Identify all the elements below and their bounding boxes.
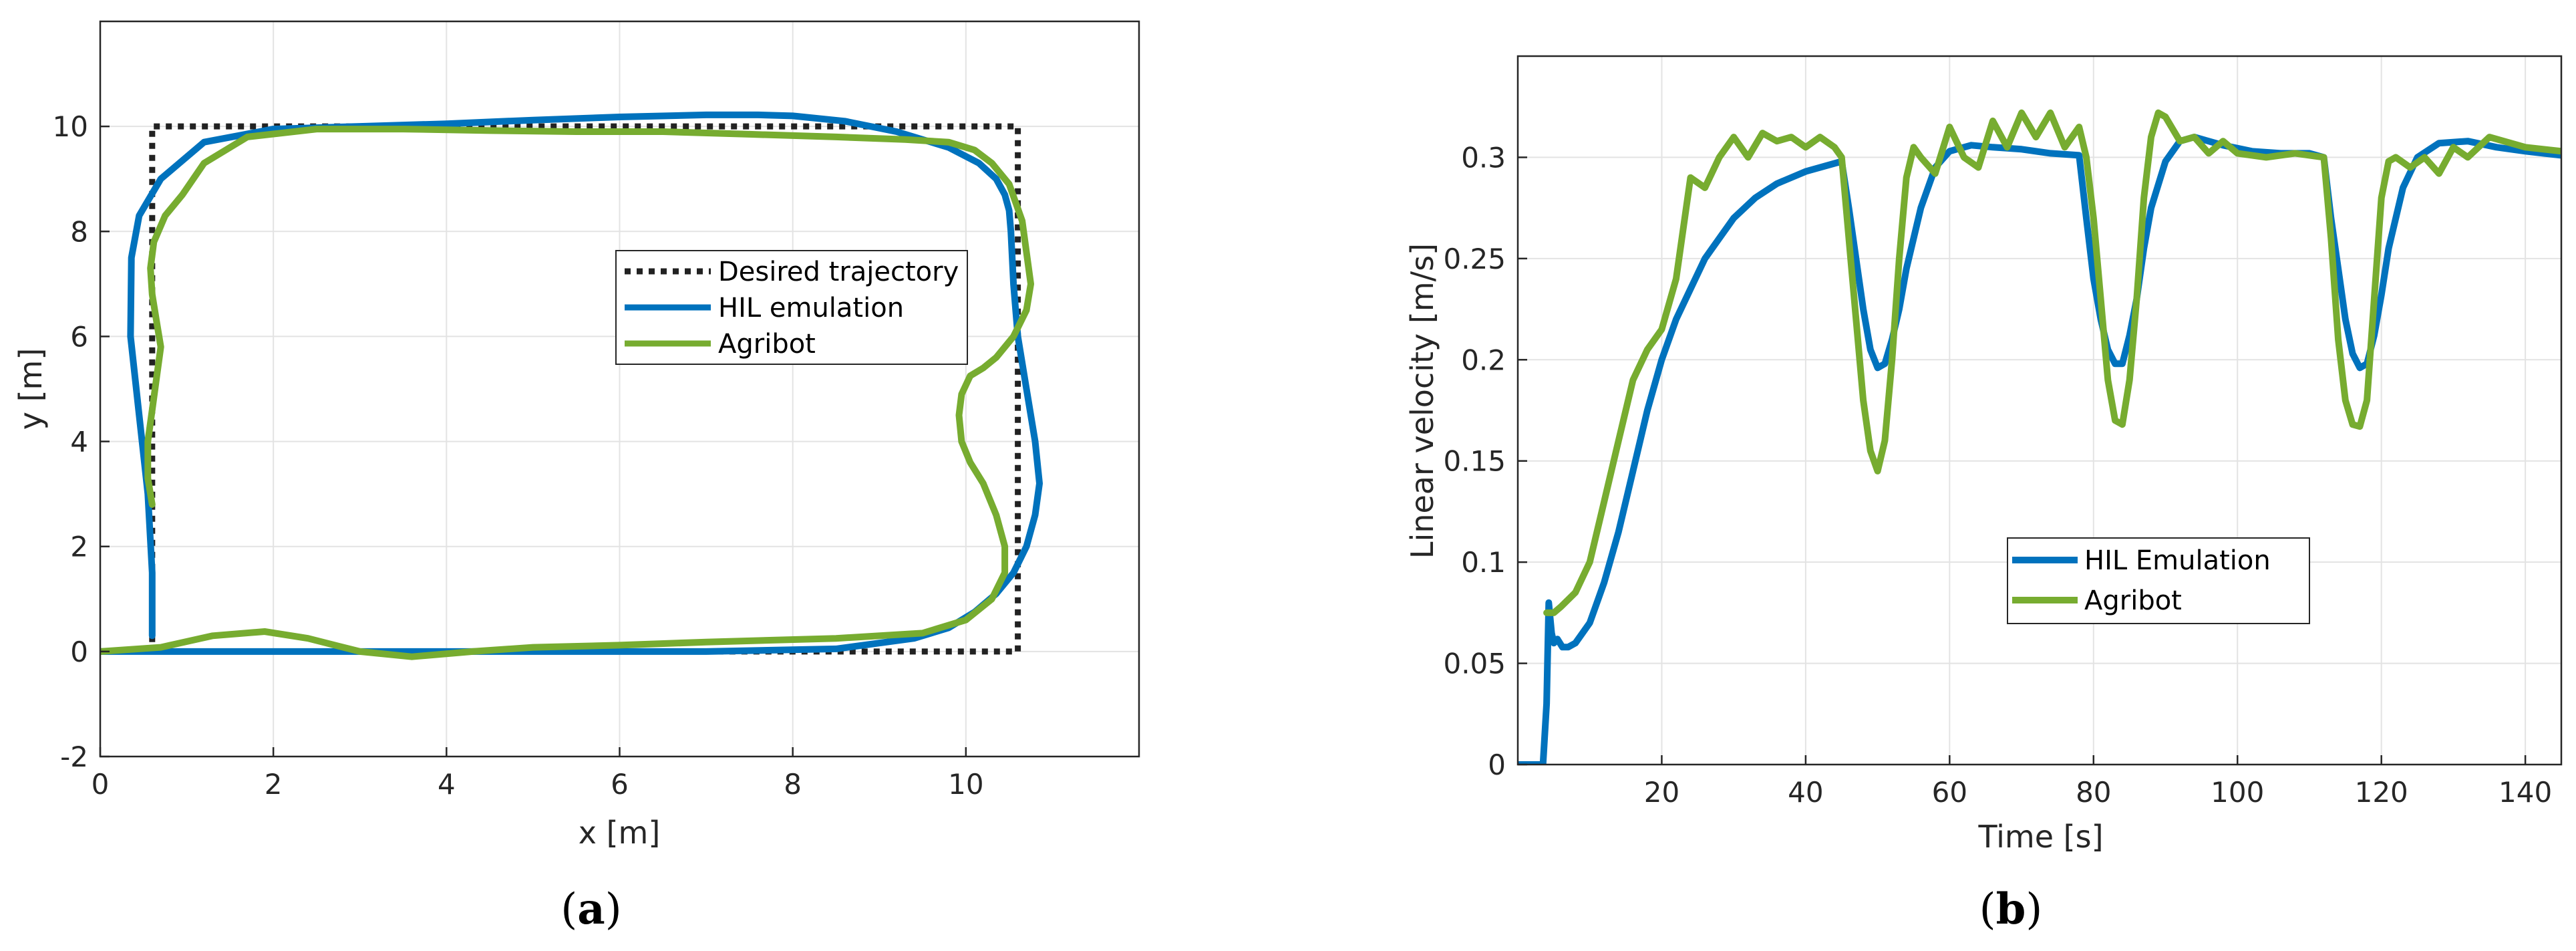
panel-a-ytick-label: 6 (70, 320, 88, 353)
panel-b-frame (1516, 55, 2563, 766)
panel-b-xtick-label: 80 (2076, 776, 2111, 809)
panel-a-ylabel: y [m] (13, 348, 49, 430)
panel-a-ytick-label: 4 (70, 426, 88, 458)
panel-b-velocity-plot: 20 40 60 80 100 120 14000.050.10.150.20.250.3 … (1404, 55, 2563, 934)
panel-a-xtick-label: 6 (611, 768, 629, 801)
panel-b-ytick-label: 0.3 (1461, 141, 1506, 174)
panel-b-xtick-label: 140 (2499, 776, 2552, 809)
panel-a-series-agribot (100, 126, 1034, 660)
panel-b-ytick-label: 0.2 (1461, 344, 1506, 376)
panel-a-caption-letter: a (577, 884, 605, 934)
panel-b-series (1518, 109, 2561, 765)
panel-b-ticks: 20 40 60 80 100 120 140 0 0.05 0.1 0.15 0.2 0.25 0.3 (1443, 141, 2552, 809)
panel-b-ytick-label: 0.25 (1443, 243, 1506, 275)
legend-b-label-agribot: Agribot (2084, 585, 2182, 616)
panel-b-xtick-label: 20 (1644, 776, 1679, 809)
panel-a-caption: (a) (560, 884, 621, 934)
panel-b-ytick-label: 0 (1488, 749, 1506, 781)
panel-b-caption-letter: b (1996, 884, 2026, 934)
panel-a-xtick-label: 8 (784, 768, 802, 801)
panel-b-xtick-label: 120 (2355, 776, 2408, 809)
panel-b-caption: (b) (1979, 884, 2043, 934)
panel-b-ytick-label: 0.1 (1461, 546, 1506, 579)
panel-b-series-hil-emulation (1518, 134, 2561, 765)
panel-b-xtick-label: 40 (1788, 776, 1823, 809)
legend-a-label-agribot: Agribot (718, 329, 816, 360)
panel-a-ytick-label: 2 (70, 531, 88, 563)
panel-a-xtick-label: 0 (92, 768, 110, 801)
panel-a-xtick-label: 2 (265, 768, 283, 801)
panel-a-xtick-label: 10 (948, 768, 983, 801)
panel-b-ylabel: Linear velocity [m/s] (1404, 243, 1440, 559)
panel-b-series-agribot (1543, 109, 2561, 616)
panel-a-ytick-label: 10 (53, 110, 88, 143)
panel-a-legend: Desired trajectory HIL emulation Agribot (615, 250, 968, 365)
panel-a-series-desired-trajectory (149, 123, 1021, 655)
panel-b-legend-box (2007, 537, 2310, 624)
panel-a-ytick-label: 8 (70, 215, 88, 248)
panel-b-xtick-label: 60 (1932, 776, 1967, 809)
panel-b-ytick-label: 0.15 (1443, 445, 1506, 478)
panel-a-series-hil-emulation (100, 111, 1043, 655)
legend-a-label-hil: HIL emulation (718, 293, 904, 323)
panel-a-series (100, 111, 1043, 660)
panel-a-xlabel: x [m] (579, 815, 661, 851)
legend-a-label-desired: Desired trajectory (718, 257, 959, 287)
legend-b-label-hil: HIL Emulation (2084, 545, 2271, 576)
panel-a-ytick-label: -2 (60, 740, 88, 773)
panel-a-ytick-label: 0 (70, 636, 88, 668)
panel-b-xtick-label: 100 (2211, 776, 2264, 809)
panel-b-legend: HIL Emulation Agribot (2007, 537, 2310, 624)
panel-b-xlabel: Time [s] (1977, 819, 2103, 855)
panel-b-ytick-label: 0.05 (1443, 648, 1506, 680)
panel-a-xtick-label: 4 (438, 768, 456, 801)
